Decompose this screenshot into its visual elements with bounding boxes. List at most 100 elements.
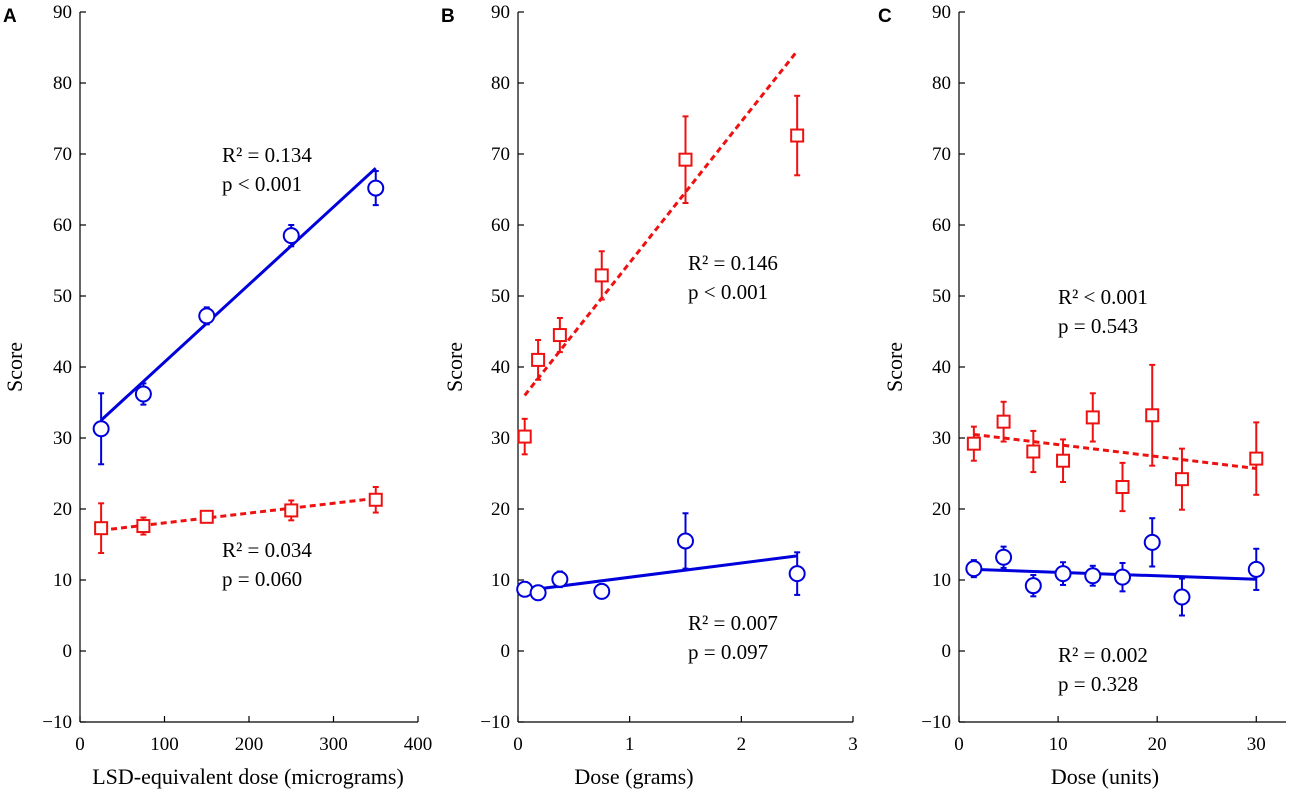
data-point <box>788 565 806 583</box>
y-tick-label: 20 <box>53 499 72 520</box>
y-tick-label: 0 <box>942 641 952 662</box>
y-tick-label: 30 <box>932 428 951 449</box>
x-tick-label: 0 <box>954 734 964 755</box>
data-point <box>368 492 383 507</box>
y-tick-label: 80 <box>932 73 951 94</box>
data-point <box>284 503 299 518</box>
y-tick-label: 50 <box>53 286 72 307</box>
data-point <box>529 584 547 602</box>
y-tick-label: 60 <box>932 215 951 236</box>
data-point <box>1143 533 1161 551</box>
annotation-r2-blue: R² = 0.007 <box>688 611 778 635</box>
data-point <box>367 179 385 197</box>
data-point <box>517 429 532 444</box>
data-point <box>1115 479 1130 494</box>
annotation-p-red: p = 0.543 <box>1058 314 1138 338</box>
data-point <box>1249 451 1264 466</box>
y-tick-label: 90 <box>491 2 510 23</box>
data-point <box>1085 410 1100 425</box>
data-point <box>199 509 214 524</box>
y-tick-label: 70 <box>491 144 510 165</box>
annotation-r2-blue: R² = 0.134 <box>222 143 312 167</box>
y-tick-label: 40 <box>491 357 510 378</box>
x-tick-label: 10 <box>1049 734 1068 755</box>
y-tick-label: −10 <box>42 712 72 733</box>
data-point <box>92 420 110 438</box>
y-tick-label: 30 <box>491 428 510 449</box>
y-tick-label: 0 <box>63 641 73 662</box>
data-point <box>282 227 300 245</box>
y-tick-label: 50 <box>491 286 510 307</box>
x-axis-label: Dose (grams) <box>574 764 693 789</box>
data-point <box>1054 565 1072 583</box>
y-axis-label: Score <box>442 342 467 392</box>
y-tick-label: 20 <box>491 499 510 520</box>
x-axis-label: Dose (units) <box>1051 764 1159 789</box>
data-point <box>531 352 546 367</box>
x-tick-label: 400 <box>404 734 433 755</box>
data-point <box>1247 560 1265 578</box>
y-tick-label: 50 <box>932 286 951 307</box>
annotation-p-red: p < 0.001 <box>688 280 768 304</box>
y-tick-label: 70 <box>53 144 72 165</box>
data-point <box>594 268 609 283</box>
data-point <box>678 152 693 167</box>
y-tick-label: 0 <box>501 641 511 662</box>
data-point <box>551 570 569 588</box>
data-point <box>996 414 1011 429</box>
series-layer <box>965 363 1265 617</box>
data-point <box>1173 588 1191 606</box>
y-tick-label: 40 <box>53 357 72 378</box>
y-tick-label: 60 <box>53 215 72 236</box>
data-point <box>1174 472 1189 487</box>
data-point <box>677 532 694 550</box>
y-axis-label: Score <box>882 342 907 392</box>
x-tick-label: 30 <box>1247 734 1266 755</box>
y-tick-label: 10 <box>491 570 510 591</box>
x-axis-label: LSD-equivalent dose (micrograms) <box>92 764 404 789</box>
annotation-r2-red: R² = 0.146 <box>688 251 778 275</box>
data-point <box>1145 408 1160 423</box>
x-tick-label: 1 <box>625 734 635 755</box>
series-layer <box>92 167 385 555</box>
y-tick-label: 80 <box>491 73 510 94</box>
series-layer <box>516 50 806 602</box>
fit-line-red <box>523 50 799 397</box>
x-tick-label: 200 <box>235 734 264 755</box>
fit-line-blue <box>524 554 798 593</box>
annotation-p-red: p = 0.060 <box>222 567 302 591</box>
data-point <box>552 328 567 343</box>
fit-line-red <box>973 432 1257 471</box>
panel-label: A <box>3 6 17 27</box>
x-tick-label: 0 <box>75 734 85 755</box>
y-tick-label: 80 <box>53 73 72 94</box>
y-tick-label: 90 <box>53 2 72 23</box>
data-point <box>1114 568 1131 586</box>
x-tick-label: 20 <box>1148 734 1167 755</box>
y-tick-label: −10 <box>921 712 951 733</box>
x-tick-label: 100 <box>150 734 179 755</box>
annotation-p-blue: p = 0.097 <box>688 640 768 664</box>
y-tick-label: −10 <box>480 712 510 733</box>
y-tick-label: 10 <box>53 570 72 591</box>
y-tick-label: 10 <box>932 570 951 591</box>
data-point <box>1084 567 1102 585</box>
annotation-p-blue: p = 0.328 <box>1058 672 1138 696</box>
annotation-r2-blue: R² = 0.002 <box>1058 643 1148 667</box>
panel-label: C <box>878 6 892 27</box>
fit-line-red <box>100 496 376 532</box>
y-tick-label: 30 <box>53 428 72 449</box>
y-axis-label: Score <box>2 342 27 392</box>
data-point <box>134 385 152 403</box>
x-tick-label: 2 <box>737 734 747 755</box>
fit-line-blue <box>100 167 377 422</box>
data-point <box>136 519 151 534</box>
data-point <box>1024 577 1042 595</box>
